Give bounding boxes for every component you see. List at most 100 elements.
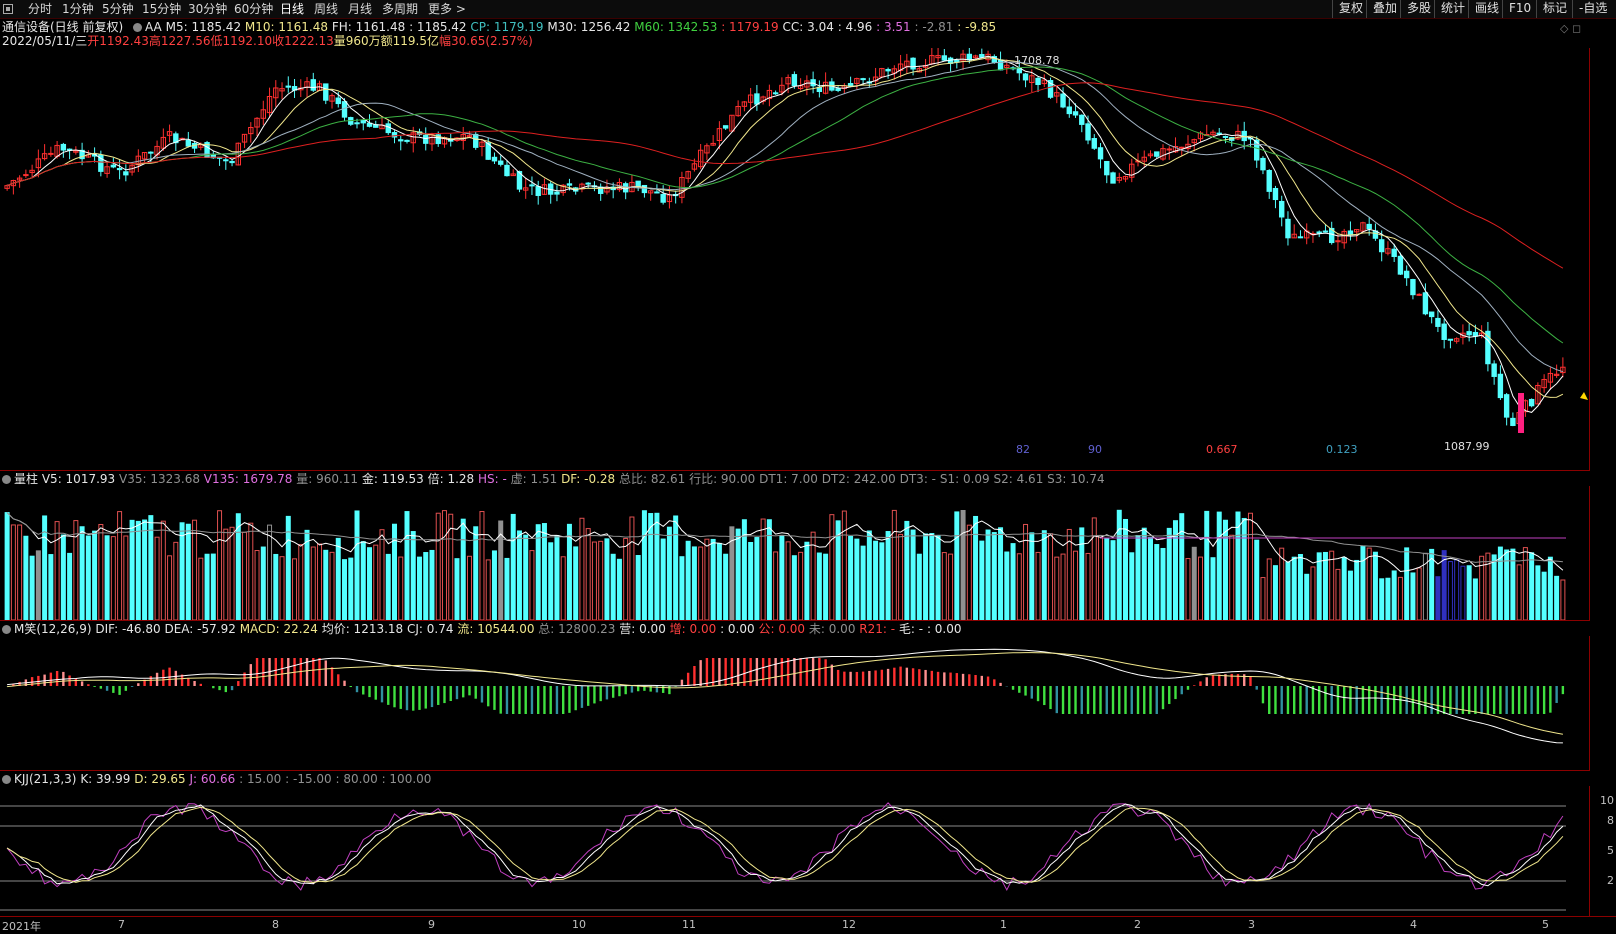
volume-bar [1335,568,1341,620]
tab-60min[interactable]: 60分钟 [234,2,274,16]
volume-bar [310,546,316,620]
mark-button[interactable]: 标记 [1536,0,1573,18]
multi-stock-button[interactable]: 多股 [1400,0,1437,18]
window-icon[interactable]: ◻ [1571,22,1582,35]
candle-body [585,182,591,185]
volume-bar [217,510,223,620]
candle-body [1266,170,1272,192]
price-chart[interactable] [0,48,1590,470]
settings-circle-icon[interactable] [133,23,143,32]
volume-bar [960,510,966,620]
volume-bar [1460,565,1466,620]
tab-weekly[interactable]: 周线 [314,2,339,16]
candle-body [79,149,85,160]
day-open: 开1192.43 [87,34,149,48]
cj-value: CJ: 0.74 [407,622,454,636]
tab-30min[interactable]: 30分钟 [188,2,228,16]
volume-bar [1547,556,1553,620]
d-value: D: 29.65 [134,772,186,786]
tab-more[interactable]: 更多 > [428,2,466,16]
fuquan-button[interactable]: 复权 [1332,0,1369,18]
s1-value: S1: 0.09 [939,472,990,486]
candle-body [260,109,266,119]
volume-bar [816,552,822,620]
candle-body [560,184,566,194]
candle-body [98,154,104,172]
draw-line-button[interactable]: 画线 [1468,0,1505,18]
stats-button[interactable]: 统计 [1434,0,1471,18]
stat-90: 90 [1088,443,1102,456]
candle-body [391,132,398,138]
v5-value: V5: 1017.93 [41,472,116,486]
macd-chart[interactable] [0,636,1590,770]
volume-bar [473,526,479,620]
tab-monthly[interactable]: 月线 [348,2,373,16]
candle-body [104,166,110,174]
tab-fenshi[interactable]: 分时 [28,2,53,16]
ma30-value: M30: 1256.42 [547,20,631,34]
zong-value: 总: 12800.23 [538,622,616,636]
volume-bar [598,540,604,620]
candle-body [1191,139,1197,144]
candle-body [16,177,23,181]
zongbi-value: 总比: 82.61 [619,472,686,486]
date-12: 12 [842,918,856,931]
low-label: 1087.99 [1444,440,1490,453]
volume-bar [48,554,54,620]
volume-bar [1422,552,1428,620]
diamond-icon[interactable]: ◇ [1560,22,1569,35]
volume-bar [935,535,941,620]
volume-bar [504,557,510,620]
volume-bar [1166,527,1172,620]
volume-bar [1210,557,1216,620]
candle-body [1091,138,1097,149]
tab-multi-period[interactable]: 多周期 [382,2,419,16]
volume-bar [235,513,241,620]
dif-line [7,648,1563,744]
candle-body [310,79,316,91]
volume-bar [1416,567,1422,620]
volume-bar [548,542,554,620]
kdj-settings-icon[interactable] [2,775,11,784]
xu-value: 虚: 1.51 [510,472,558,486]
macd-settings-icon[interactable] [2,625,11,634]
candle-body [535,186,541,196]
volume-bar [1098,535,1104,620]
volume-bar [841,510,847,620]
candle-body [1004,64,1010,69]
candle-body [1447,338,1454,341]
overlay-button[interactable]: 叠加 [1366,0,1403,18]
candle-body [335,97,341,105]
volume-bar [679,556,685,620]
candle-body [660,193,666,203]
day-high: 高1227.56 [148,34,211,48]
candle-body [279,88,285,92]
volume-bar [1179,513,1185,620]
tab-1min[interactable]: 1分钟 [62,2,94,16]
volume-bar [716,542,722,620]
candle-body [1129,163,1135,178]
toolbar-menu-icon[interactable] [3,1,15,17]
candle-body [491,156,498,162]
tab-5min[interactable]: 5分钟 [102,2,134,16]
kdj-chart[interactable] [0,786,1590,916]
candle-body [1041,79,1047,85]
tab-15min[interactable]: 15分钟 [142,2,182,16]
volume-bar [616,558,622,620]
volume-bar [510,513,516,620]
tab-daily[interactable]: 日线 [280,2,305,16]
volume-settings-icon[interactable] [2,475,11,484]
volume-chart[interactable] [0,486,1590,620]
candle-body [641,184,648,194]
watchlist-button[interactable]: -自选 [1572,0,1613,18]
volume-bar [29,555,35,620]
candle-body [635,180,641,188]
volume-bar [685,540,691,620]
k-value: K: 39.99 [80,772,131,786]
f10-button[interactable]: F10 [1502,0,1537,18]
volume-bar [260,546,266,620]
volume-bar [1035,551,1041,620]
date-3: 3 [1248,918,1255,931]
candle-body [473,133,479,148]
volume-bar [1491,554,1497,620]
